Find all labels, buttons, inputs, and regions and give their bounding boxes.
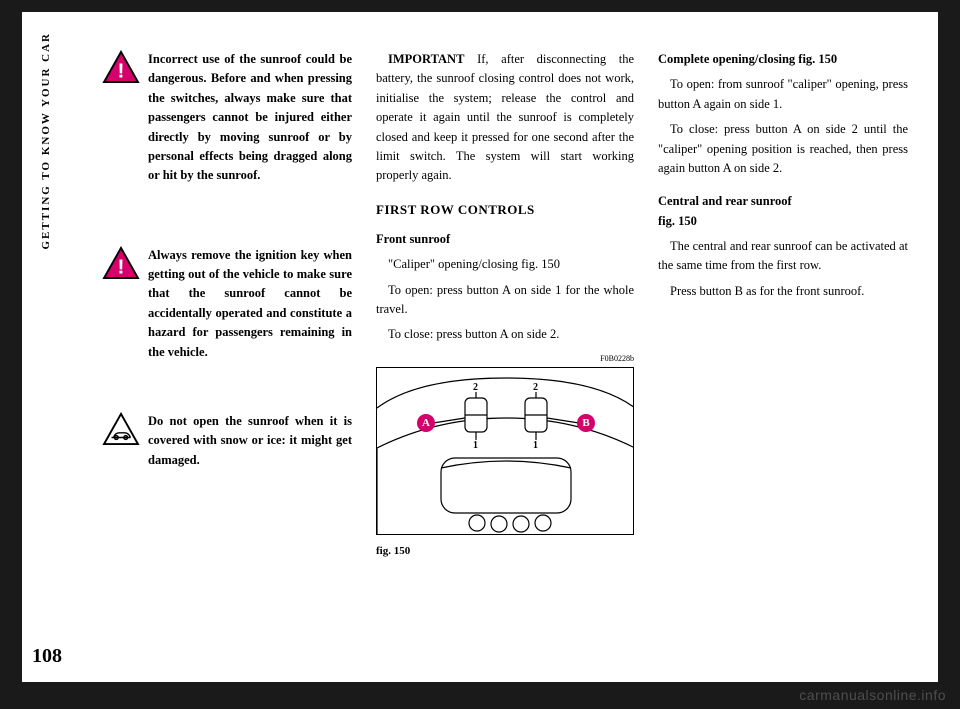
warning-text: Always remove the ignition key when gett… bbox=[148, 246, 352, 362]
body-text: The central and rear sunroof can be acti… bbox=[658, 237, 908, 276]
callout-a: A bbox=[417, 414, 435, 432]
figure-frame: A B 2 2 1 1 bbox=[376, 367, 634, 535]
callout-2: 2 bbox=[473, 380, 478, 396]
body-text: Press button B as for the front sunroof. bbox=[658, 282, 908, 301]
column-2: IMPORTANT If, after disconnecting the ba… bbox=[376, 50, 634, 662]
body-text: To open: press button A on side 1 for th… bbox=[376, 281, 634, 320]
page-spine: GETTING TO KNOW YOUR CAR 108 bbox=[22, 12, 82, 682]
column-3: Complete opening/closing fig. 150 To ope… bbox=[658, 50, 908, 662]
callout-1: 1 bbox=[533, 438, 538, 454]
warning-triangle-icon: ! bbox=[102, 246, 140, 280]
svg-text:!: ! bbox=[118, 59, 125, 82]
figure-illustration bbox=[377, 368, 634, 535]
important-text: If, after disconnecting the battery, the… bbox=[376, 52, 634, 182]
body-text: To close: press button A on side 2 until… bbox=[658, 120, 908, 178]
sub-heading: Complete opening/closing fig. 150 bbox=[658, 50, 908, 69]
svg-text:!: ! bbox=[118, 255, 125, 278]
section-title: GETTING TO KNOW YOUR CAR bbox=[40, 32, 52, 292]
figure-wrap: F0B0228b bbox=[376, 367, 634, 560]
sub-heading: Front sunroof bbox=[376, 230, 634, 249]
figure-code: F0B0228b bbox=[600, 353, 634, 365]
callout-b: B bbox=[577, 414, 595, 432]
callout-2: 2 bbox=[533, 380, 538, 396]
body-text: To open: from sunroof "caliper" opening,… bbox=[658, 75, 908, 114]
warning-block-2: ! Always remove the ignition key when ge… bbox=[102, 246, 352, 362]
body-text: "Caliper" opening/closing fig. 150 bbox=[376, 255, 634, 274]
important-paragraph: IMPORTANT If, after disconnecting the ba… bbox=[376, 50, 634, 186]
page-content: ! Incorrect use of the sunroof could be … bbox=[82, 12, 938, 682]
figure-caption: fig. 150 bbox=[376, 543, 634, 560]
manual-page: GETTING TO KNOW YOUR CAR 108 ! Incorrect… bbox=[22, 12, 938, 682]
section-heading: FIRST ROW CONTROLS bbox=[376, 200, 634, 220]
watermark: carmanualsonline.info bbox=[799, 687, 946, 703]
column-1: ! Incorrect use of the sunroof could be … bbox=[102, 50, 352, 662]
caution-triangle-icon bbox=[102, 412, 140, 446]
page-number: 108 bbox=[32, 645, 62, 668]
body-text: To close: press button A on side 2. bbox=[376, 325, 634, 344]
warning-triangle-icon: ! bbox=[102, 50, 140, 84]
warning-text: Incorrect use of the sunroof could be da… bbox=[148, 50, 352, 186]
warning-text: Do not open the sunroof when it is cover… bbox=[148, 412, 352, 470]
callout-1: 1 bbox=[473, 438, 478, 454]
warning-block-3: Do not open the sunroof when it is cover… bbox=[102, 412, 352, 470]
warning-block-1: ! Incorrect use of the sunroof could be … bbox=[102, 50, 352, 186]
sub-heading: Central and rear sunroof fig. 150 bbox=[658, 192, 908, 231]
